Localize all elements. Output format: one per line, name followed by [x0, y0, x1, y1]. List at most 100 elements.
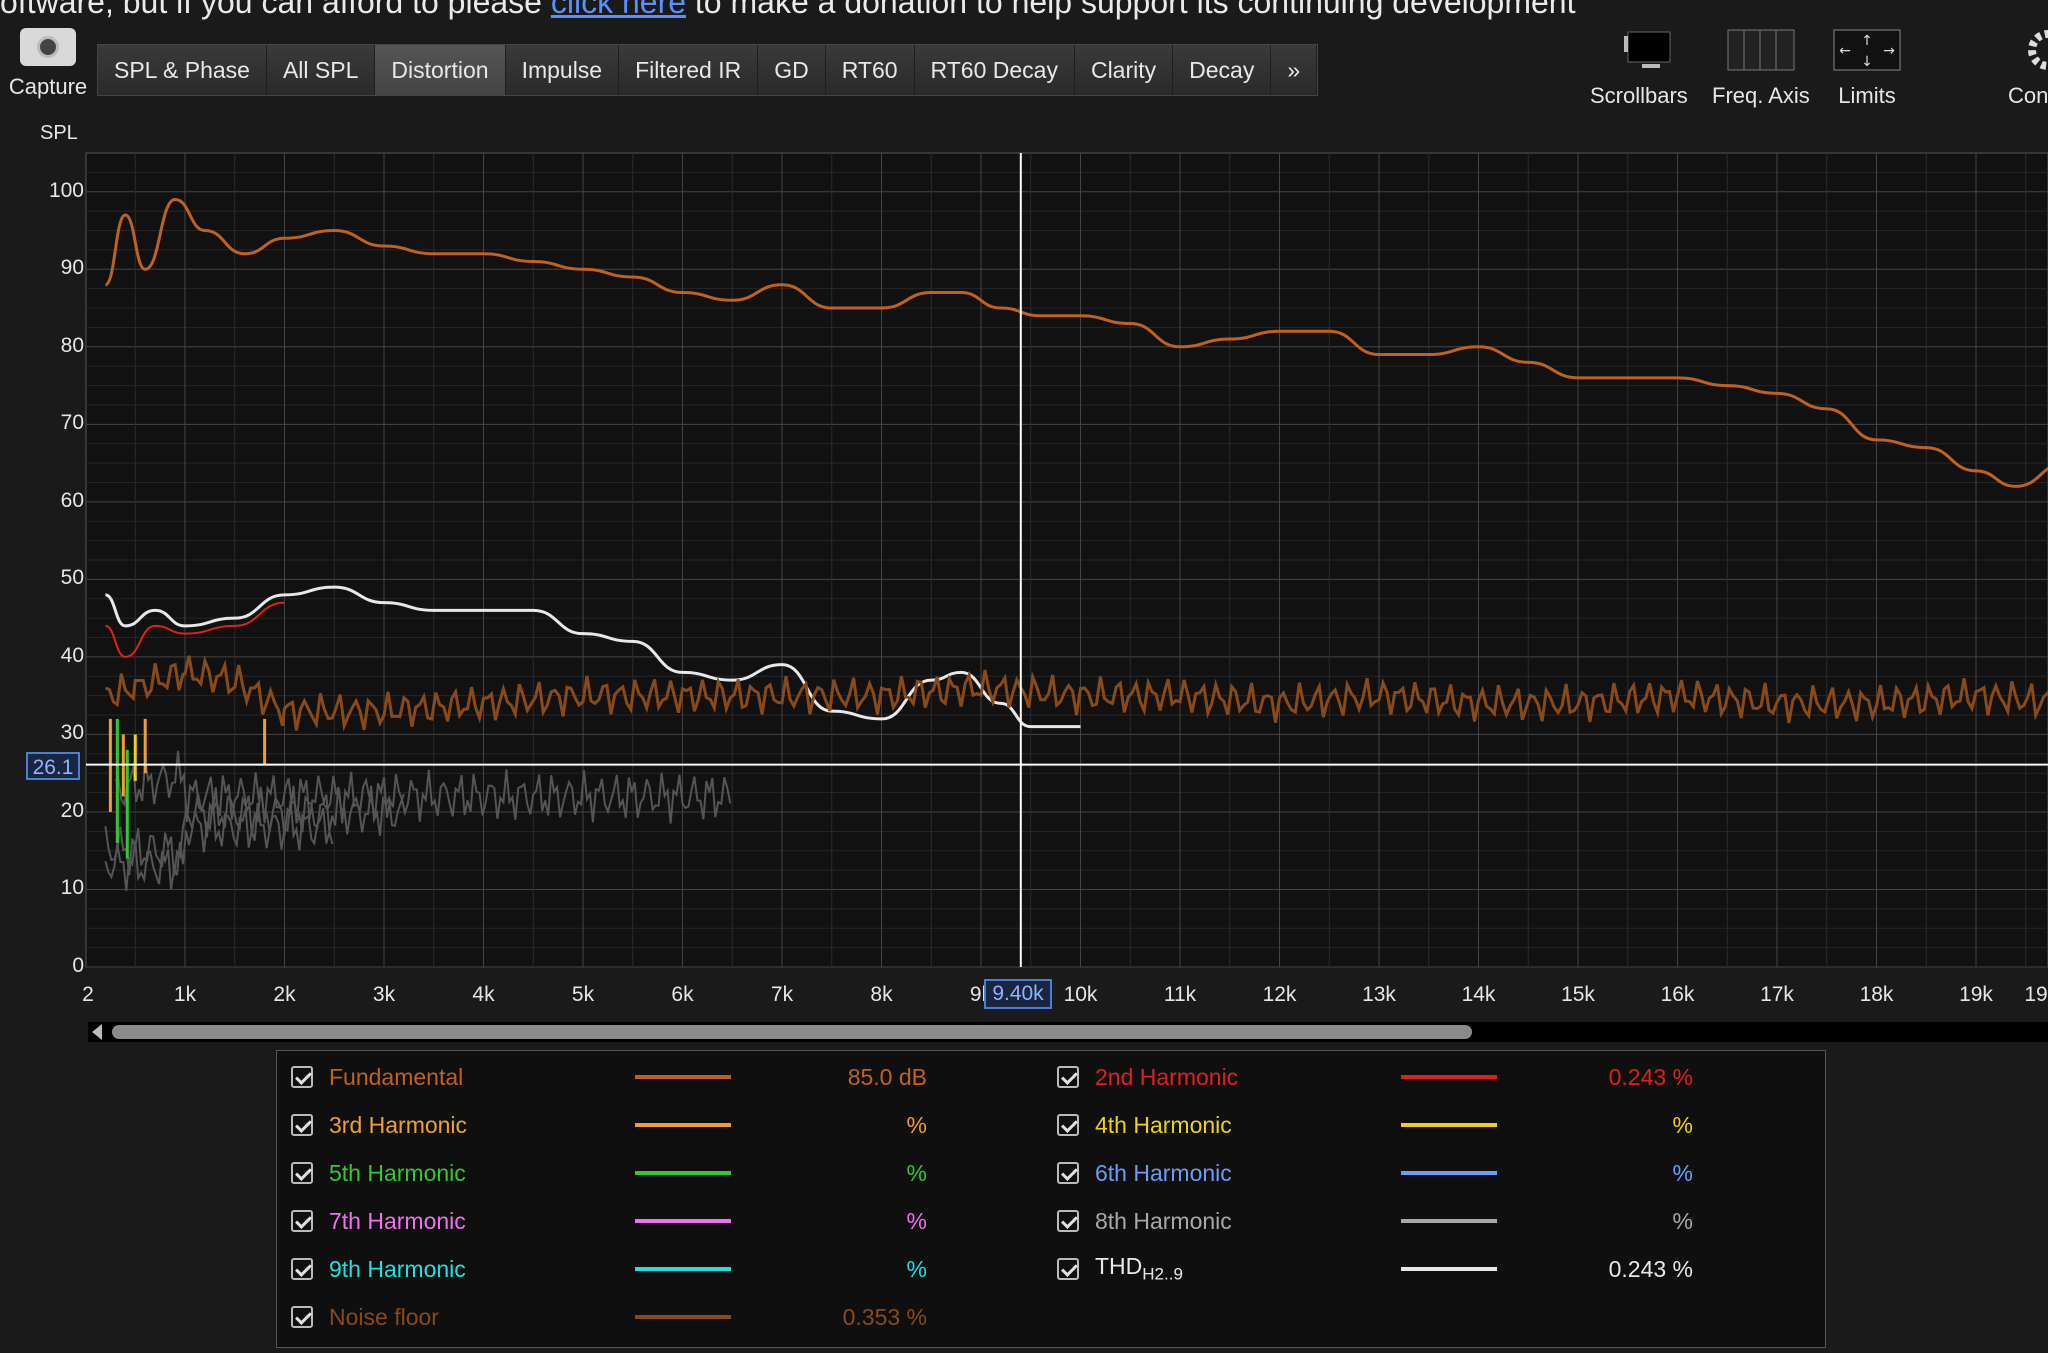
scroll-left-icon[interactable]	[92, 1024, 102, 1040]
tab-gd[interactable]: GD	[758, 45, 826, 95]
legend-value: %	[906, 1255, 927, 1282]
legend-checkbox[interactable]	[1057, 1162, 1079, 1184]
legend-swatch	[635, 1267, 731, 1271]
donation-banner: oftware, but if you can afford to please…	[0, 0, 1575, 21]
series-2nd-harmonic	[105, 601, 285, 658]
legend-swatch	[635, 1075, 731, 1079]
x-tick-label: 16k	[1660, 983, 1695, 1006]
legend-value: 0.243 %	[1608, 1063, 1693, 1090]
legend-row: 7th Harmonic%	[291, 1203, 927, 1239]
legend-swatch	[635, 1315, 731, 1319]
limits-button[interactable]: ↑ ↓ ← → Limits	[1832, 28, 1902, 109]
legend-checkbox[interactable]	[1057, 1258, 1079, 1280]
tab-decay[interactable]: Decay	[1173, 45, 1272, 95]
legend-value: %	[1672, 1111, 1693, 1138]
legend-row: 8th Harmonic%	[1057, 1203, 1693, 1239]
legend-name: THDH2..9	[1095, 1253, 1395, 1285]
y-tick-label: 100	[48, 178, 84, 202]
x-tick-label: 2k	[273, 983, 296, 1006]
legend-name-text: 8th Harmonic	[1095, 1207, 1232, 1234]
x-tick-label: 17k	[1760, 983, 1794, 1006]
legend-name: 2nd Harmonic	[1095, 1064, 1395, 1091]
x-tick-label: 1k	[173, 983, 197, 1006]
legend-row: 4th Harmonic%	[1057, 1107, 1693, 1143]
tab-impulse[interactable]: Impulse	[505, 45, 620, 95]
tab-filtered-ir[interactable]: Filtered IR	[619, 45, 759, 95]
freq-axis-icon	[1727, 29, 1795, 71]
legend-name-text: 3rd Harmonic	[329, 1111, 468, 1138]
y-axis-label: SPL	[40, 122, 78, 144]
legend-name: 3rd Harmonic	[329, 1112, 629, 1139]
legend-name-text: 4th Harmonic	[1095, 1111, 1232, 1138]
scrollbars-icon	[1623, 31, 1671, 68]
svg-text:←: ←	[1839, 43, 1851, 59]
harmonic-noise-floor	[104, 785, 405, 876]
scrollbar-thumb[interactable]	[112, 1025, 1472, 1039]
limits-icon: ↑ ↓ ← →	[1833, 29, 1901, 71]
legend-checkbox[interactable]	[291, 1258, 313, 1280]
legend-checkbox[interactable]	[1057, 1066, 1079, 1088]
legend-name-text: THD	[1095, 1253, 1143, 1280]
legend-checkbox[interactable]	[291, 1210, 313, 1232]
legend-swatch	[1401, 1123, 1497, 1127]
y-tick-label: 50	[60, 566, 84, 590]
controls-button[interactable]: Con	[2008, 28, 2048, 109]
legend-name-text: 6th Harmonic	[1095, 1159, 1232, 1186]
legend-name: 9th Harmonic	[329, 1256, 629, 1283]
tab-spl-phase[interactable]: SPL & Phase	[98, 45, 267, 95]
legend-name-subscript: H2..9	[1142, 1264, 1183, 1284]
tab-more[interactable]: »	[1271, 45, 1318, 95]
y-tick-label: 10	[60, 876, 84, 900]
x-tick-label: 12k	[1262, 983, 1297, 1006]
tab-rt60[interactable]: RT60	[825, 45, 915, 95]
legend-name-text: 9th Harmonic	[329, 1255, 466, 1282]
tab-rt60-decay[interactable]: RT60 Decay	[914, 45, 1075, 95]
tab-clarity[interactable]: Clarity	[1074, 45, 1174, 95]
legend-name: 4th Harmonic	[1095, 1112, 1395, 1139]
series-noise-floor	[104, 655, 2048, 732]
freq-axis-button[interactable]: Freq. Axis	[1712, 28, 1810, 109]
series-thd	[104, 585, 1081, 729]
camera-icon	[20, 28, 76, 66]
legend-row: Fundamental 85.0 dB	[291, 1059, 927, 1095]
legend-checkbox[interactable]	[291, 1162, 313, 1184]
harmonic-noise-floor	[114, 750, 732, 824]
legend-checkbox[interactable]	[291, 1066, 313, 1088]
legend-name: 7th Harmonic	[329, 1208, 629, 1235]
x-tick-label: 2	[82, 983, 94, 1006]
legend-swatch	[1401, 1171, 1497, 1175]
scrollbars-label: Scrollbars	[1590, 83, 1688, 108]
capture-button[interactable]: Capture	[0, 28, 96, 100]
legend-row: 2nd Harmonic 0.243 %	[1057, 1059, 1693, 1095]
legend-checkbox[interactable]	[291, 1114, 313, 1136]
x-tick-label: 11k	[1163, 983, 1197, 1006]
x-tick-label: 18k	[1859, 983, 1894, 1006]
legend-swatch	[1401, 1267, 1497, 1271]
x-tick-label: 8k	[870, 983, 893, 1006]
x-tick-label: 3k	[372, 983, 396, 1006]
x-tick-label: 6k	[671, 983, 694, 1006]
x-tick-label: 10k	[1063, 983, 1098, 1006]
y-tick-label: 40	[60, 643, 84, 667]
tab-distortion[interactable]: Distortion	[375, 45, 506, 95]
x-tick-label: 4k	[472, 983, 495, 1006]
legend-checkbox[interactable]	[291, 1306, 313, 1328]
legend-value: %	[906, 1207, 927, 1234]
tab-all-spl[interactable]: All SPL	[266, 45, 376, 95]
legend-value: %	[906, 1159, 927, 1186]
gear-icon	[2028, 30, 2048, 70]
legend-swatch	[635, 1171, 731, 1175]
y-tick-label: 20	[60, 798, 84, 822]
horizontal-scrollbar[interactable]	[88, 1022, 2048, 1042]
cursor-x-readout: 9.40k	[984, 979, 1052, 1009]
banner-text: oftware, but if you can afford to please	[0, 0, 551, 20]
scrollbars-button[interactable]: Scrollbars	[1590, 28, 1688, 109]
trace-legend: Fundamental 85.0 dB 3rd Harmonic% 5th Harmo…	[276, 1050, 1826, 1348]
banner-text-end: to make a donation to help support its c…	[686, 0, 1576, 20]
legend-checkbox[interactable]	[1057, 1114, 1079, 1136]
donate-link[interactable]: click here	[550, 0, 687, 20]
legend-swatch	[1401, 1075, 1497, 1079]
legend-value: %	[1672, 1159, 1693, 1186]
legend-row: 6th Harmonic%	[1057, 1155, 1693, 1191]
legend-checkbox[interactable]	[1057, 1210, 1079, 1232]
